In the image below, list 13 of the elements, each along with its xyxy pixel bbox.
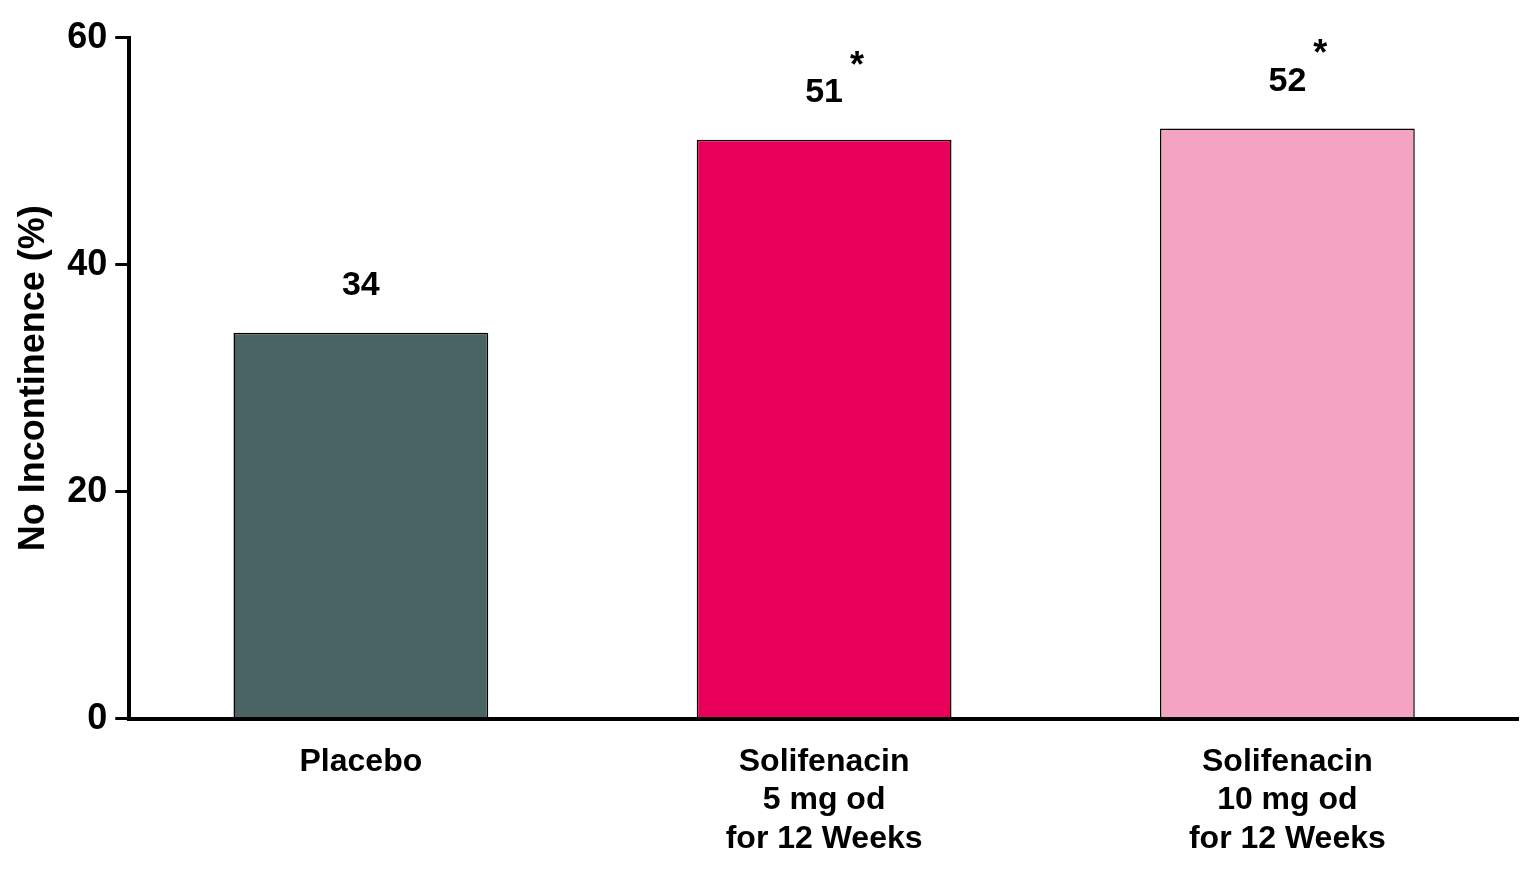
y-tick-label: 60	[67, 14, 108, 56]
y-axis-title: No Incontinence (%)	[10, 205, 52, 552]
data-label: 52	[1268, 59, 1307, 98]
x-tick-label: Placebo	[299, 741, 423, 778]
data-label: 34	[341, 264, 380, 303]
y-tick-label: 40	[67, 241, 108, 283]
annotation: *	[1313, 32, 1328, 74]
y-tick-label: 20	[67, 468, 108, 510]
annotation: *	[850, 43, 865, 85]
y-tick-label: 0	[87, 695, 108, 737]
x-tick-label: Solifenacin 5 mg od for 12 Weeks	[725, 741, 923, 855]
x-tick-label: Solifenacin 10 mg od for 12 Weeks	[1188, 741, 1386, 855]
data-label: 51	[805, 71, 844, 110]
